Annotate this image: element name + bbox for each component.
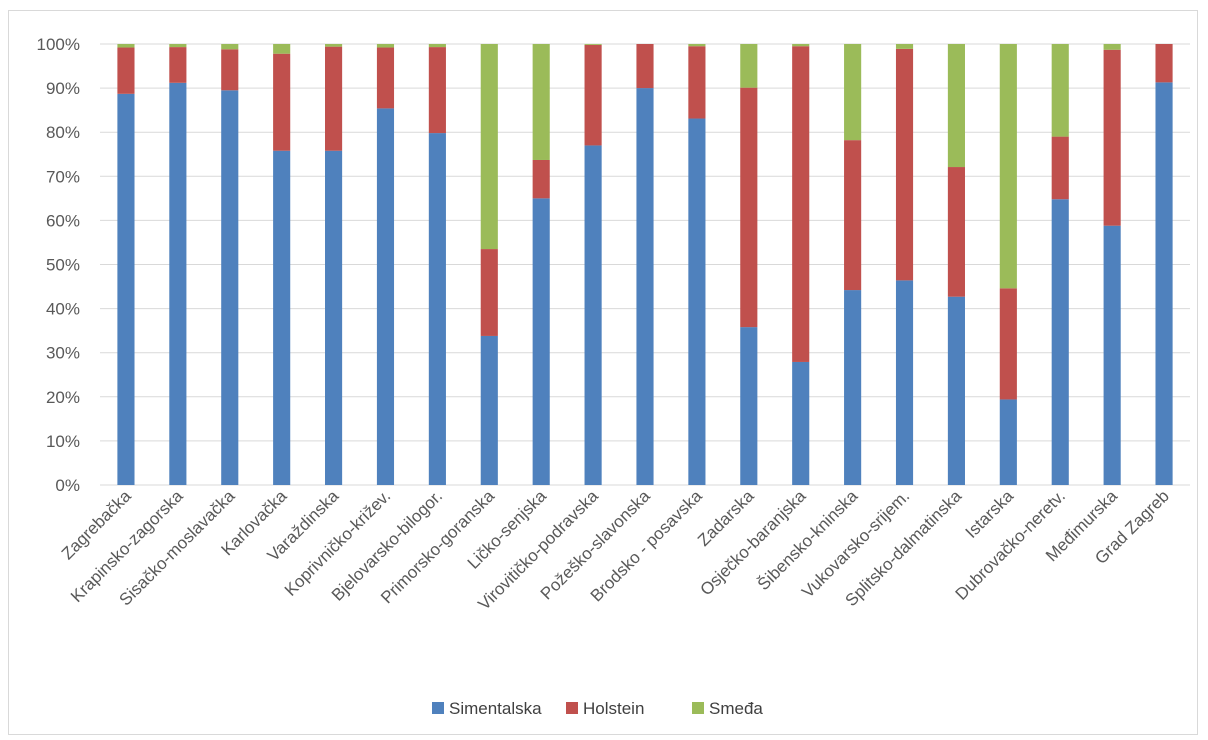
bar-segment-holstein — [428, 47, 446, 134]
legend-swatch-smeđa — [692, 702, 704, 714]
legend-label: Smeđa — [709, 699, 763, 718]
y-axis: 0% 10% 20% 30% 40% 50% 60% 70% 80% 90% 100% — [37, 35, 80, 495]
bar-segment-simentalska — [1103, 225, 1121, 485]
bar-segment-simentalska — [376, 108, 395, 486]
bar-segment-simentalska — [532, 198, 550, 485]
bar-segment-smeđa — [325, 44, 343, 47]
chart-area — [8, 10, 1198, 735]
bar-segment-smeđa — [999, 44, 1017, 289]
bar-segment-simentalska — [895, 280, 914, 485]
bar-segment-simentalska — [428, 133, 446, 485]
bar-segment-holstein — [169, 47, 187, 83]
bar-segment-smeđa — [792, 44, 810, 47]
bar-segment-simentalska — [117, 93, 135, 485]
bar-segment-holstein — [1103, 49, 1121, 226]
bar-segment-smeđa — [688, 44, 706, 47]
bar-segment-smeđa — [895, 44, 914, 49]
legend-swatch-simentalska — [432, 702, 444, 714]
bar-segment-holstein — [999, 288, 1017, 400]
y-tick-label: 40% — [46, 300, 80, 319]
bar-segment-smeđa — [1103, 44, 1121, 50]
y-tick-label: 70% — [46, 167, 80, 186]
bar-segment-simentalska — [999, 399, 1017, 485]
bar-segment-smeđa — [273, 44, 291, 54]
bar-segment-smeđa — [844, 44, 862, 141]
y-tick-label: 20% — [46, 388, 80, 407]
legend-swatch-holstein — [566, 702, 578, 714]
bar-segment-smeđa — [480, 44, 498, 250]
bar-segment-smeđa — [947, 44, 965, 168]
y-tick-label: 60% — [46, 211, 80, 230]
y-tick-label: 0% — [55, 476, 80, 495]
bar-segment-smeđa — [428, 44, 446, 48]
bar-segment-holstein — [221, 49, 239, 91]
bar-segment-simentalska — [740, 327, 758, 485]
bar-segment-simentalska — [1051, 199, 1069, 485]
bar-segment-smeđa — [584, 44, 602, 45]
bar-segment-holstein — [740, 87, 758, 328]
bar-segment-simentalska — [792, 361, 810, 485]
bar-segment-simentalska — [947, 296, 965, 485]
bar-segment-holstein — [480, 249, 498, 336]
bar-segment-holstein — [1155, 44, 1173, 83]
bar-segment-smeđa — [221, 44, 239, 50]
bar-segment-smeđa — [117, 44, 135, 48]
bar-segment-simentalska — [1155, 82, 1173, 485]
bar-segment-holstein — [1051, 136, 1069, 200]
bar-segment-holstein — [325, 46, 343, 151]
bar-segment-holstein — [688, 46, 706, 119]
legend-label: Holstein — [583, 699, 644, 718]
bar-segment-simentalska — [221, 90, 239, 486]
bar-segment-holstein — [584, 44, 602, 146]
bar-segment-smeđa — [376, 44, 395, 48]
bar-segment-simentalska — [273, 150, 291, 486]
bar-segment-smeđa — [169, 44, 187, 48]
bar-segment-holstein — [376, 47, 395, 109]
bar-segment-simentalska — [688, 118, 706, 486]
y-tick-label: 100% — [37, 35, 80, 54]
bar-segment-smeđa — [740, 44, 758, 88]
y-tick-label: 80% — [46, 123, 80, 142]
bar-segment-holstein — [792, 46, 810, 362]
bar-segment-holstein — [532, 159, 550, 199]
bar-segment-simentalska — [584, 145, 602, 485]
bar-segment-simentalska — [325, 150, 343, 486]
bar-segment-smeđa — [1051, 44, 1069, 137]
bar-segment-holstein — [273, 53, 291, 151]
y-tick-label: 50% — [46, 256, 80, 275]
legend: Simentalska Holstein Smeđa — [432, 699, 763, 718]
y-tick-label: 10% — [46, 432, 80, 451]
y-tick-label: 90% — [46, 79, 80, 98]
bar-segment-simentalska — [169, 82, 187, 486]
bar-segment-smeđa — [532, 44, 550, 160]
legend-label: Simentalska — [449, 699, 542, 718]
bar-segment-holstein — [844, 140, 862, 291]
bar-segment-holstein — [636, 44, 654, 89]
bar-segment-holstein — [947, 167, 965, 297]
bar-segment-holstein — [895, 48, 914, 281]
bar-segment-simentalska — [480, 335, 498, 485]
bar-segment-holstein — [117, 47, 135, 94]
bar-segment-simentalska — [844, 290, 862, 485]
bar-segment-simentalska — [636, 88, 654, 485]
y-tick-label: 30% — [46, 344, 80, 363]
plot-area — [117, 44, 1173, 486]
x-axis: ZagrebačkaKrapinsko-zagorskaSisačko-mosl… — [58, 486, 1173, 614]
